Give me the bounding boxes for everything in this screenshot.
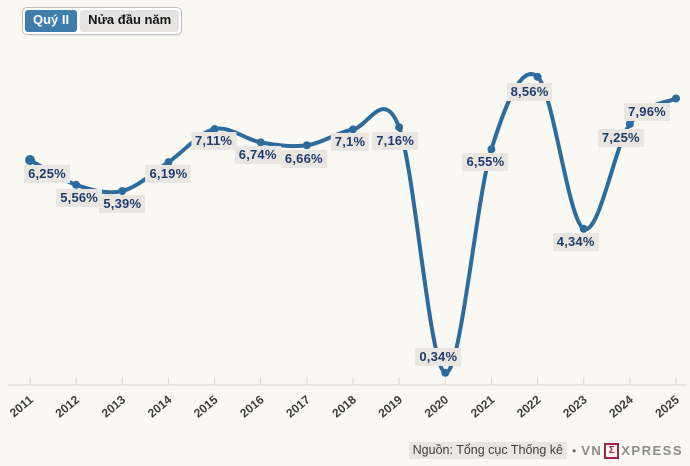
x-axis-tick-label: 2021	[468, 392, 498, 420]
source-credit: Nguồn: Tổng cục Thống kê	[408, 442, 567, 459]
x-axis-tick-label: 2012	[53, 392, 83, 420]
data-point-2014	[164, 158, 173, 167]
x-axis-tick-label: 2024	[606, 392, 636, 420]
x-axis-tick-label: 2025	[652, 392, 682, 420]
data-point-2017	[302, 141, 311, 150]
data-point-2015	[210, 125, 219, 134]
data-point-2018	[349, 125, 357, 134]
data-point-2024	[625, 120, 634, 128]
footer: Nguồn: Tổng cục Thống kê • VN Ʃ XPRESS	[408, 442, 683, 459]
x-axis-tick-label: 2020	[422, 392, 452, 420]
footer-separator: •	[571, 443, 577, 458]
data-point-2020	[441, 368, 450, 377]
data-point-2025	[672, 94, 680, 103]
data-point-2023	[579, 224, 588, 233]
data-point-2011	[25, 155, 35, 165]
data-point-2013	[118, 186, 127, 195]
data-point-2016	[256, 138, 265, 147]
toggle-quarter-2-button[interactable]: Quý II	[25, 10, 78, 32]
x-axis-tick-label: 2014	[145, 392, 175, 420]
data-point-2022	[533, 72, 542, 81]
x-axis-tick-label: 2011	[7, 392, 36, 420]
toggle-first-half-year-button[interactable]: Nửa đầu năm	[80, 10, 180, 32]
x-axis-tick-label: 2022	[514, 392, 544, 420]
data-point-2012	[72, 180, 81, 189]
x-axis-tick-label: 2016	[237, 392, 267, 420]
x-axis-tick-label: 2019	[376, 392, 406, 420]
data-point-2019	[395, 123, 404, 132]
vnexpress-logo-prefix: VN	[581, 443, 603, 458]
series-line	[28, 72, 678, 375]
x-axis-tick-label: 2015	[191, 392, 221, 420]
vnexpress-logo: VN Ʃ XPRESS	[581, 442, 683, 459]
data-point-2021	[487, 145, 496, 154]
x-axis-tick-label: 2023	[560, 392, 590, 420]
period-toggle: Quý II Nửa đầu năm	[22, 7, 183, 35]
vnexpress-logo-icon: Ʃ	[604, 442, 620, 459]
x-axis-tick-label: 2017	[283, 392, 313, 420]
x-axis-tick-label: 2018	[329, 392, 359, 420]
vnexpress-logo-suffix: XPRESS	[621, 443, 683, 458]
x-axis-tick-label: 2013	[99, 392, 129, 420]
